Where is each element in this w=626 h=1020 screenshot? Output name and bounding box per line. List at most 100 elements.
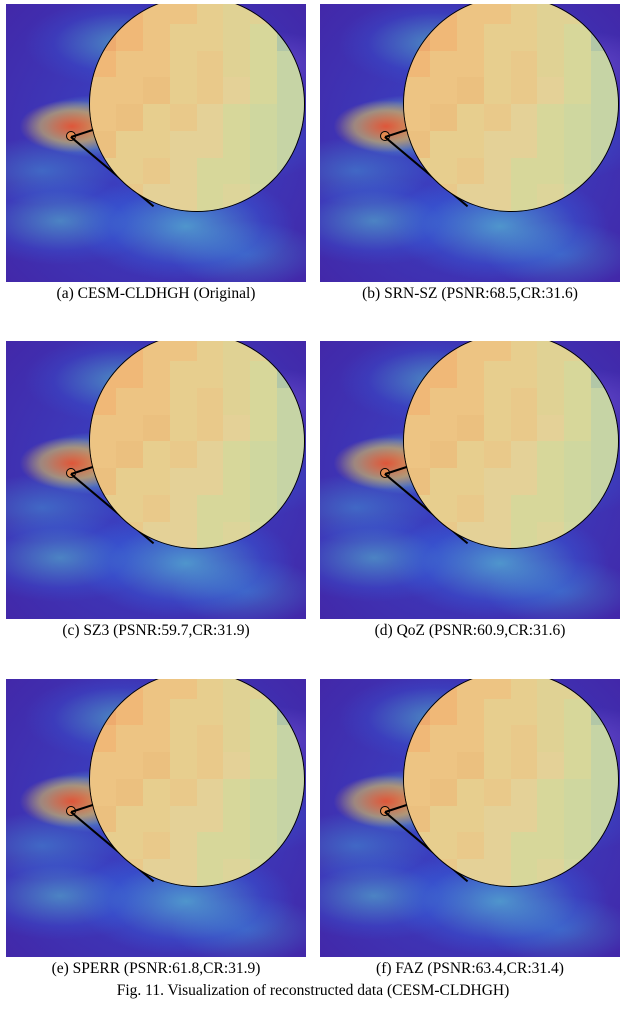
zoom-cell — [484, 752, 511, 779]
zoom-cell — [116, 131, 143, 158]
zoom-cell — [484, 4, 511, 24]
zoom-cell — [537, 4, 564, 24]
zoom-cell — [484, 699, 511, 726]
zoom-cell — [591, 104, 618, 131]
zoom-cell — [484, 158, 511, 185]
zoom-cell — [170, 77, 197, 104]
panel-srnsz: (b) SRN-SZ (PSNR:68.5,CR:31.6) — [318, 4, 622, 303]
panel-caption: (d) QoZ (PSNR:60.9,CR:31.6) — [375, 621, 566, 640]
zoom-cell — [537, 104, 564, 131]
panel-caption: (e) SPERR (PSNR:61.8,CR:31.9) — [52, 959, 261, 978]
zoom-cell — [250, 388, 277, 415]
zoom-cell — [511, 725, 538, 752]
zoom-cell — [511, 679, 538, 699]
zoom-cell — [564, 441, 591, 468]
zoom-cell — [484, 468, 511, 495]
zoom-cell — [277, 77, 304, 104]
zoom-cell — [484, 184, 511, 211]
zoom-cell — [250, 725, 277, 752]
zoom-cell — [223, 495, 250, 522]
zoom-cell — [116, 699, 143, 726]
zoom-cell — [116, 388, 143, 415]
zoom-cell — [143, 752, 170, 779]
zoom-cell — [591, 779, 618, 806]
zoom-cell — [484, 24, 511, 51]
zoom-cell — [430, 104, 457, 131]
zoom-cell — [170, 859, 197, 886]
zoom-cell — [170, 158, 197, 185]
zoom-cell — [223, 779, 250, 806]
zoom-cell — [537, 832, 564, 859]
zoom-cell — [564, 24, 591, 51]
zoom-cell — [591, 415, 618, 442]
zoom-cell — [116, 441, 143, 468]
figure-caption: Fig. 11. Visualization of reconstructed … — [0, 978, 626, 1008]
zoom-cell — [116, 158, 143, 185]
panel-caption: (b) SRN-SZ (PSNR:68.5,CR:31.6) — [362, 284, 578, 303]
zoom-cell — [511, 752, 538, 779]
zoom-cell — [223, 468, 250, 495]
zoom-cell — [116, 104, 143, 131]
zoom-cell — [430, 752, 457, 779]
zoom-cell — [170, 495, 197, 522]
zoom-cell — [484, 77, 511, 104]
zoom-cell — [223, 441, 250, 468]
zoom-cell — [457, 779, 484, 806]
zoom-cell — [197, 51, 224, 78]
zoom-cell — [143, 468, 170, 495]
zoom-cell — [223, 361, 250, 388]
zoom-cell — [197, 699, 224, 726]
zoom-cell — [197, 725, 224, 752]
zoom-cell — [250, 832, 277, 859]
heatmap-qoz — [320, 341, 620, 619]
zoom-cell — [511, 51, 538, 78]
heatmap-sperr — [6, 679, 306, 957]
zoom-cell — [116, 725, 143, 752]
zoom-cell — [430, 415, 457, 442]
zoom-cell — [511, 806, 538, 833]
zoom-cell — [430, 131, 457, 158]
figure-grid: (a) CESM-CLDHGH (Original)(b) SRN-SZ (PS… — [0, 0, 626, 978]
zoom-cell — [430, 158, 457, 185]
zoom-cell — [277, 779, 304, 806]
zoom-cell — [170, 24, 197, 51]
zoom-cell — [564, 779, 591, 806]
zoom-cell — [537, 441, 564, 468]
zoom-cell — [537, 495, 564, 522]
zoom-cell — [511, 361, 538, 388]
zoom-cell — [564, 495, 591, 522]
zoom-cell — [511, 77, 538, 104]
zoom-cell — [457, 388, 484, 415]
zoom-cell — [197, 388, 224, 415]
zoom-cell — [223, 341, 250, 361]
zoom-cell — [170, 806, 197, 833]
zoom-cell — [116, 779, 143, 806]
panel-sperr: (e) SPERR (PSNR:61.8,CR:31.9) — [4, 679, 308, 978]
zoom-cell — [170, 832, 197, 859]
zoom-cell — [116, 806, 143, 833]
zoom-cell — [511, 522, 538, 549]
zoom-cell — [116, 832, 143, 859]
zoom-cell — [143, 131, 170, 158]
zoom-cell — [170, 51, 197, 78]
zoom-cell — [537, 131, 564, 158]
zoom-cell — [277, 415, 304, 442]
zoom-cell — [564, 699, 591, 726]
zoom-cell — [116, 77, 143, 104]
zoom-cell — [250, 24, 277, 51]
panel-qoz: (d) QoZ (PSNR:60.9,CR:31.6) — [318, 341, 622, 640]
zoom-cell — [170, 341, 197, 361]
zoom-cell — [170, 441, 197, 468]
zoom-cell — [223, 806, 250, 833]
zoom-cell — [484, 441, 511, 468]
zoom-cell — [223, 388, 250, 415]
zoom-cell — [430, 24, 457, 51]
zoom-cell — [484, 415, 511, 442]
zoom-cell — [537, 77, 564, 104]
zoom-cell — [197, 77, 224, 104]
zoom-cell — [223, 699, 250, 726]
zoom-inset — [403, 341, 619, 549]
zoom-cell — [116, 495, 143, 522]
zoom-cell — [484, 832, 511, 859]
zoom-cell — [404, 441, 431, 468]
